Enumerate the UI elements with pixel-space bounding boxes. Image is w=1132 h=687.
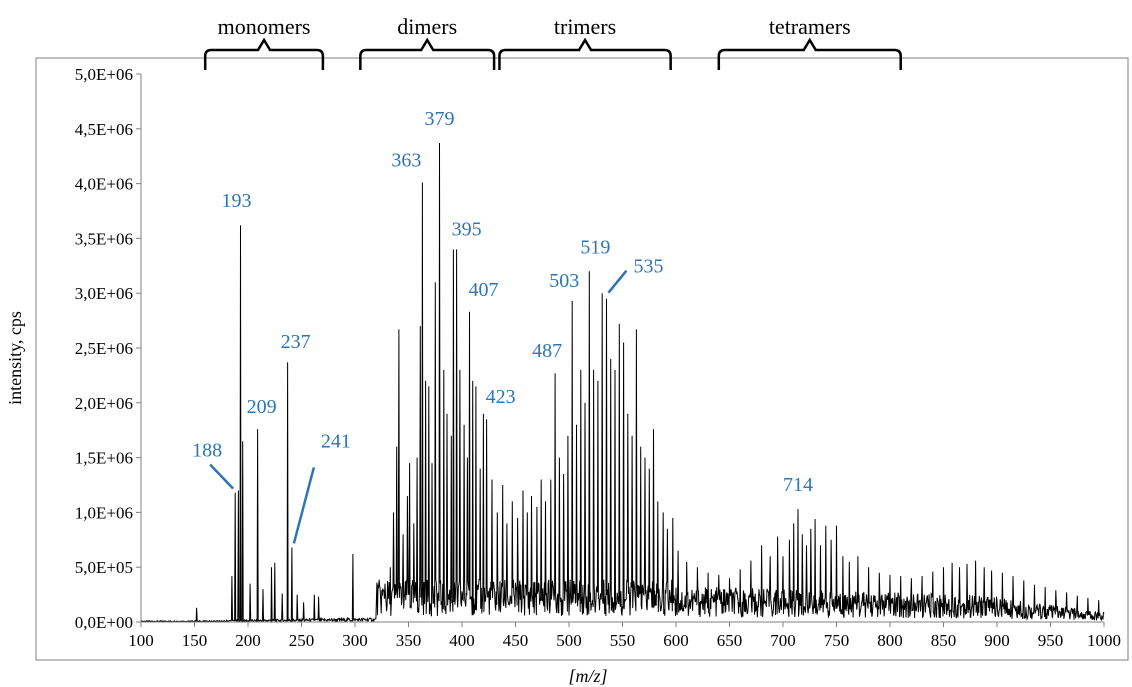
peak-label: 379	[425, 108, 455, 130]
y-tick-label: 3,0E+06	[75, 284, 133, 303]
group-label: dimers	[397, 14, 457, 39]
x-tick-label: 950	[1038, 631, 1064, 650]
peak-label: 519	[580, 236, 610, 258]
peak-label: 714	[783, 474, 813, 496]
x-tick-label: 250	[289, 631, 315, 650]
group-label: tetramers	[769, 14, 851, 39]
x-axis-title: [m/z]	[568, 666, 607, 686]
x-tick-label: 450	[503, 631, 529, 650]
y-tick-label: 5,0E+06	[75, 65, 133, 84]
peak-label: 241	[321, 430, 351, 452]
peak-label: 209	[247, 396, 277, 418]
y-tick-label: 3,5E+06	[75, 229, 133, 248]
peak-label: 363	[391, 150, 421, 172]
y-tick-label: 4,5E+06	[75, 120, 133, 139]
y-tick-label: 1,5E+06	[75, 449, 133, 468]
group-brace	[498, 37, 672, 70]
y-tick-label: 2,0E+06	[75, 394, 133, 413]
oligomer-groups: monomers dimers trimers tetramers	[203, 14, 902, 70]
x-tick-label: 150	[182, 631, 208, 650]
group-brace	[203, 37, 325, 70]
y-tick-label: 5,0E+05	[75, 558, 133, 577]
y-axis-title: intensity, cps	[5, 311, 25, 405]
group-label: trimers	[554, 14, 616, 39]
peak-leader-line	[209, 463, 235, 490]
x-tick-label: 500	[556, 631, 582, 650]
y-tick-label: 0,0E+00	[75, 613, 133, 632]
peak-label: 237	[281, 331, 311, 353]
x-tick-label: 800	[877, 631, 903, 650]
peak-label: 487	[532, 340, 562, 362]
y-tick-label: 1,0E+06	[75, 503, 133, 522]
spectrum-trace	[140, 142, 1105, 624]
x-tick-label: 600	[663, 631, 689, 650]
peak-label: 407	[468, 279, 498, 301]
x-tick-label: 900	[984, 631, 1010, 650]
group-label: monomers	[218, 14, 311, 39]
peak-label: 193	[222, 190, 252, 212]
group-brace	[359, 37, 496, 70]
peak-label: 395	[452, 218, 482, 240]
x-tick-label: 300	[342, 631, 368, 650]
peak-label: 503	[549, 270, 579, 292]
y-tick-label: 4,0E+06	[75, 175, 133, 194]
group-brace	[717, 37, 902, 70]
peak-leader-line	[607, 269, 628, 294]
peak-leader-line	[292, 467, 316, 544]
y-tick-label: 2,5E+06	[75, 339, 133, 358]
x-tick-label: 750	[824, 631, 850, 650]
x-tick-label: 200	[235, 631, 261, 650]
x-tick-label: 550	[610, 631, 636, 650]
x-tick-label: 850	[931, 631, 957, 650]
axes: 0,0E+00 5,0E+05 1,0E+06 1,5E+06 2,0E+06 2,5E+…	[75, 65, 1121, 650]
x-tick-label: 650	[717, 631, 743, 650]
peak-label: 188	[192, 440, 222, 462]
chart-frame	[35, 57, 1129, 661]
x-tick-label: 400	[449, 631, 475, 650]
x-tick-label: 700	[770, 631, 796, 650]
peak-label: 423	[486, 386, 516, 408]
spectrum-line	[140, 142, 1105, 624]
x-tick-label: 350	[396, 631, 422, 650]
x-tick-label: 100	[128, 631, 154, 650]
peak-label: 535	[633, 256, 663, 278]
x-tick-label: 1000	[1087, 631, 1121, 650]
